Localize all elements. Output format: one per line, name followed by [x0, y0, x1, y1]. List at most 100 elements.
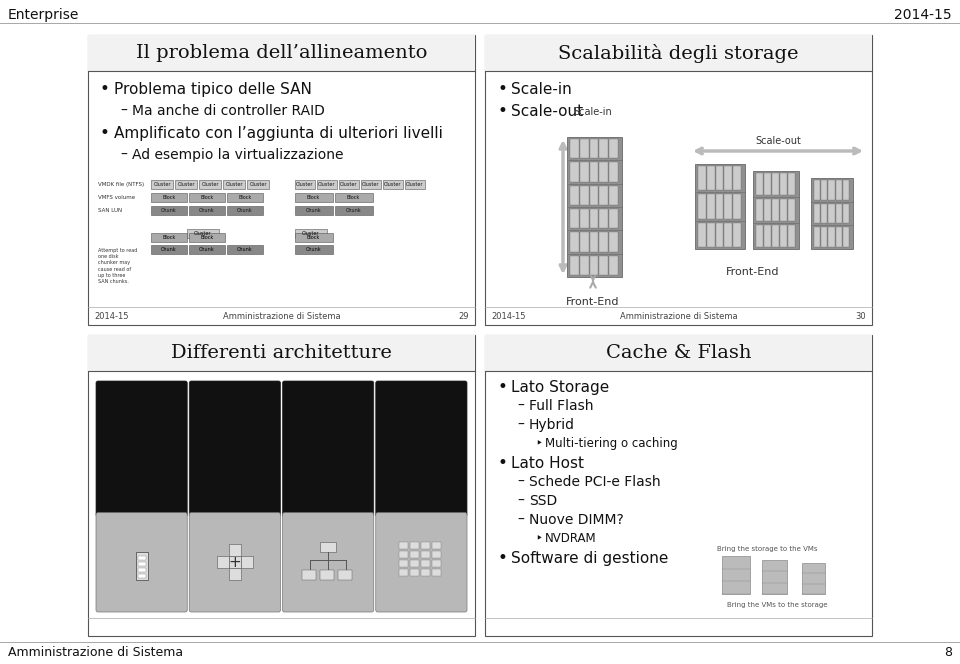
Text: Block: Block — [201, 235, 214, 240]
FancyBboxPatch shape — [570, 162, 579, 182]
FancyBboxPatch shape — [835, 227, 842, 247]
Text: Cluster: Cluster — [296, 182, 313, 187]
FancyBboxPatch shape — [399, 569, 408, 576]
Text: –: – — [517, 494, 524, 508]
Text: Amministrazione di Sistema: Amministrazione di Sistema — [8, 646, 183, 659]
FancyBboxPatch shape — [599, 186, 609, 205]
FancyBboxPatch shape — [570, 256, 579, 275]
FancyBboxPatch shape — [137, 574, 146, 578]
FancyBboxPatch shape — [695, 164, 745, 249]
FancyBboxPatch shape — [410, 569, 420, 576]
FancyBboxPatch shape — [580, 209, 588, 228]
FancyBboxPatch shape — [382, 180, 402, 189]
Text: Cluster: Cluster — [178, 182, 195, 187]
FancyBboxPatch shape — [295, 193, 332, 202]
FancyBboxPatch shape — [589, 162, 598, 182]
FancyBboxPatch shape — [589, 139, 598, 158]
FancyBboxPatch shape — [698, 166, 706, 191]
FancyBboxPatch shape — [317, 180, 337, 189]
FancyBboxPatch shape — [843, 180, 849, 200]
Text: –: – — [517, 475, 524, 489]
FancyBboxPatch shape — [135, 552, 148, 580]
Text: Amministrazione di Sistema: Amministrazione di Sistema — [223, 311, 340, 321]
FancyBboxPatch shape — [137, 556, 146, 560]
FancyBboxPatch shape — [96, 381, 187, 517]
FancyBboxPatch shape — [707, 222, 714, 247]
Text: Front-End: Front-End — [566, 297, 620, 307]
FancyBboxPatch shape — [610, 139, 618, 158]
Text: Block: Block — [307, 195, 320, 200]
FancyBboxPatch shape — [828, 180, 834, 200]
Text: •: • — [497, 102, 507, 120]
FancyBboxPatch shape — [610, 209, 618, 228]
FancyBboxPatch shape — [320, 570, 334, 580]
Text: Full Flash: Full Flash — [529, 399, 593, 413]
FancyBboxPatch shape — [570, 232, 579, 252]
Text: •: • — [100, 124, 109, 142]
Text: Differenti architetture: Differenti architetture — [171, 344, 392, 362]
Text: Block: Block — [347, 195, 360, 200]
FancyBboxPatch shape — [814, 180, 820, 200]
FancyBboxPatch shape — [821, 204, 828, 223]
FancyBboxPatch shape — [361, 180, 380, 189]
Text: Cluster: Cluster — [301, 231, 320, 236]
FancyBboxPatch shape — [610, 186, 618, 205]
Text: Block: Block — [162, 235, 176, 240]
Text: –: – — [120, 148, 127, 162]
Text: Scalabilità degli storage: Scalabilità degli storage — [559, 44, 799, 62]
Text: Block: Block — [162, 195, 176, 200]
Text: Chunk: Chunk — [237, 247, 252, 252]
FancyBboxPatch shape — [189, 513, 280, 612]
Text: SAN LUN: SAN LUN — [98, 208, 122, 213]
Text: Hybrid: Hybrid — [529, 418, 575, 432]
FancyBboxPatch shape — [821, 227, 828, 247]
FancyBboxPatch shape — [88, 35, 475, 71]
Text: Chunk: Chunk — [305, 247, 322, 252]
Text: Cluster: Cluster — [226, 182, 243, 187]
FancyBboxPatch shape — [295, 180, 315, 189]
FancyBboxPatch shape — [589, 186, 598, 205]
FancyBboxPatch shape — [733, 222, 741, 247]
Text: Cluster: Cluster — [194, 231, 212, 236]
FancyBboxPatch shape — [228, 556, 241, 568]
FancyBboxPatch shape — [762, 560, 787, 594]
FancyBboxPatch shape — [227, 206, 263, 215]
Text: Ad esempio la virtualizzazione: Ad esempio la virtualizzazione — [132, 148, 344, 162]
Text: Cluster: Cluster — [362, 182, 379, 187]
Text: –: – — [517, 513, 524, 527]
FancyBboxPatch shape — [485, 35, 872, 71]
FancyBboxPatch shape — [610, 162, 618, 182]
Text: •: • — [497, 80, 507, 98]
Text: Cluster: Cluster — [154, 182, 171, 187]
FancyBboxPatch shape — [780, 173, 787, 195]
FancyBboxPatch shape — [295, 233, 332, 242]
Text: Scale-in: Scale-in — [511, 82, 572, 96]
FancyBboxPatch shape — [599, 256, 609, 275]
Text: Cluster: Cluster — [318, 182, 335, 187]
FancyBboxPatch shape — [570, 209, 579, 228]
FancyBboxPatch shape — [421, 542, 430, 549]
FancyBboxPatch shape — [580, 232, 588, 252]
FancyBboxPatch shape — [189, 233, 225, 242]
Text: Cluster: Cluster — [202, 182, 219, 187]
Text: Block: Block — [238, 195, 252, 200]
FancyBboxPatch shape — [780, 199, 787, 221]
FancyBboxPatch shape — [764, 199, 771, 221]
FancyBboxPatch shape — [722, 556, 750, 594]
Text: Cluster: Cluster — [250, 182, 267, 187]
Text: VMDK file (NTFS): VMDK file (NTFS) — [98, 182, 144, 187]
Text: Front-End: Front-End — [727, 267, 780, 277]
FancyBboxPatch shape — [599, 209, 609, 228]
Text: 30: 30 — [855, 311, 866, 321]
FancyBboxPatch shape — [589, 256, 598, 275]
FancyBboxPatch shape — [733, 195, 741, 218]
FancyBboxPatch shape — [811, 178, 853, 249]
FancyBboxPatch shape — [715, 222, 724, 247]
Text: Chunk: Chunk — [199, 247, 215, 252]
Text: Amministrazione di Sistema: Amministrazione di Sistema — [620, 311, 737, 321]
Text: Bring the storage to the VMs: Bring the storage to the VMs — [717, 546, 818, 552]
Text: •: • — [497, 454, 507, 472]
FancyBboxPatch shape — [788, 173, 795, 195]
FancyBboxPatch shape — [88, 35, 475, 325]
FancyBboxPatch shape — [247, 180, 269, 189]
